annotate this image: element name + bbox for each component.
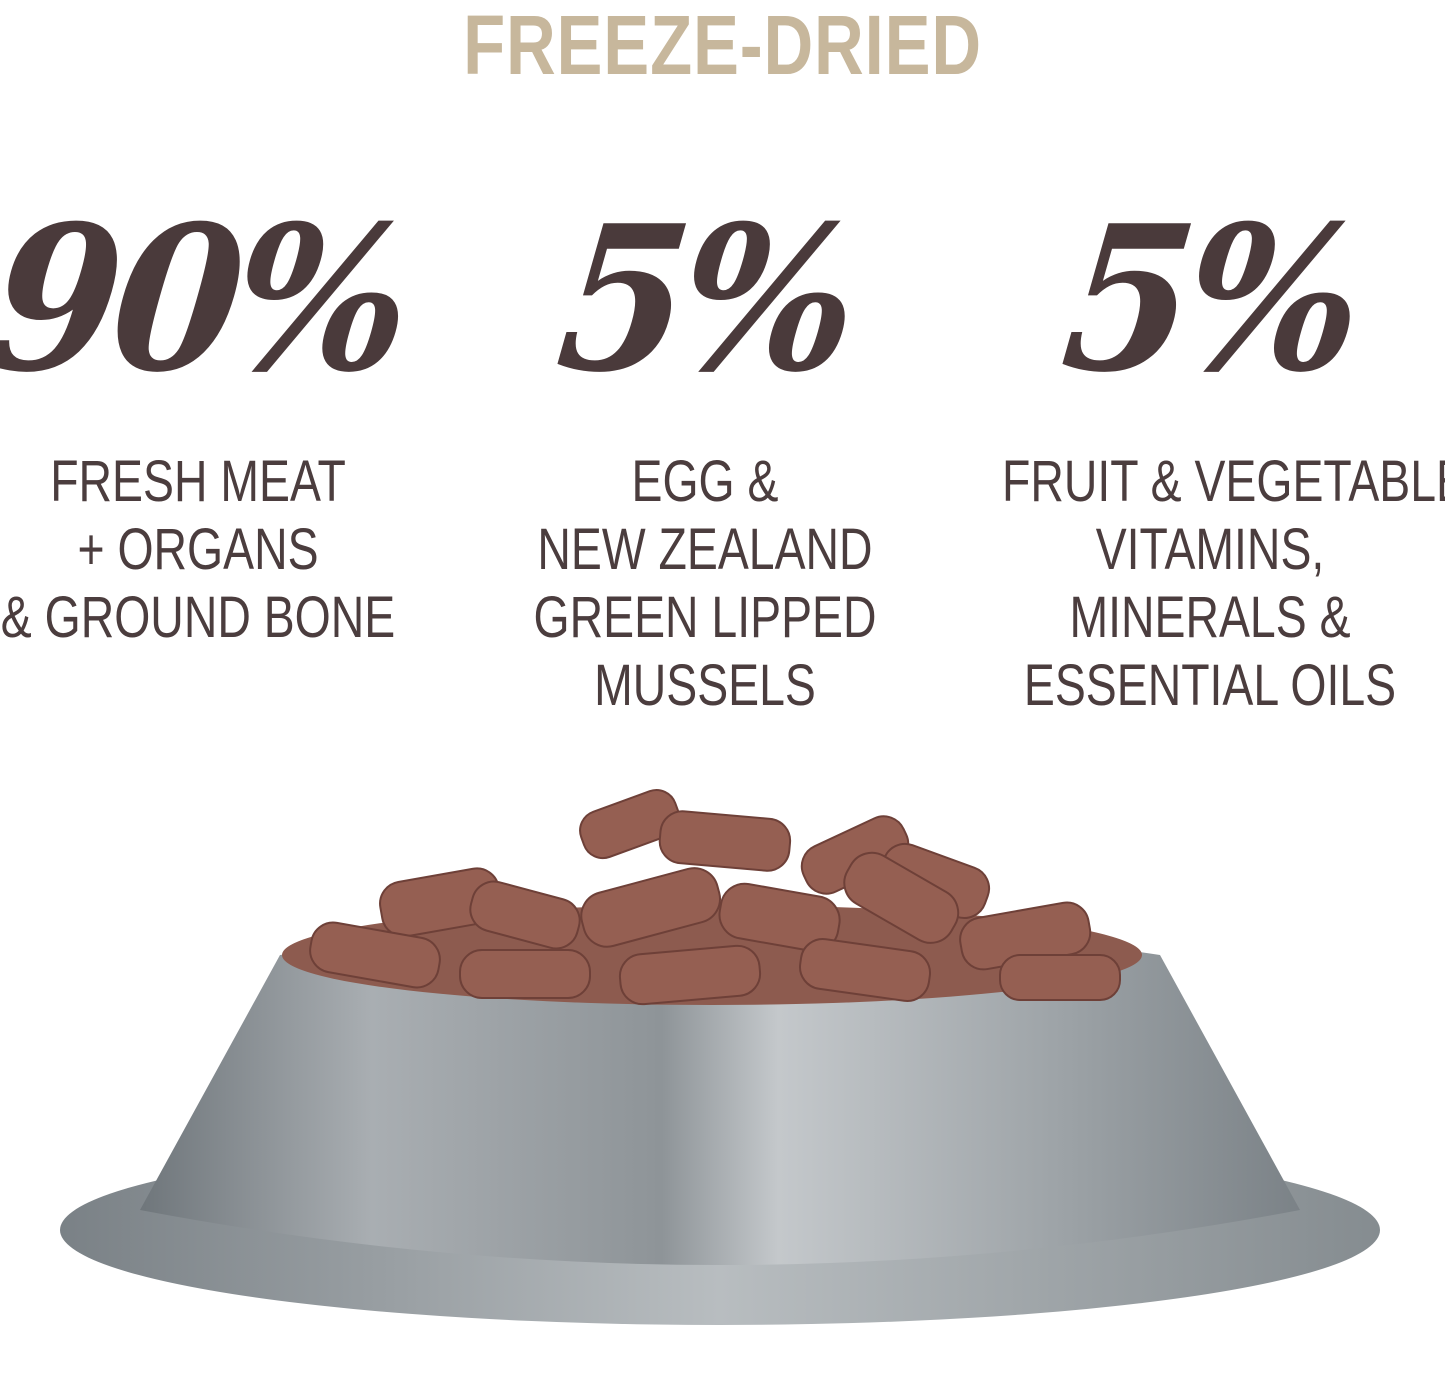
description: FRUIT & VEGETABLE, VITAMINS, MINERALS & … (1002, 448, 1445, 720)
description-line: GREEN LIPPED (533, 585, 877, 650)
description: FRESH MEAT + ORGANS & GROUND BONE (0, 448, 406, 652)
description-line: FRUIT & VEGETABLE, (1002, 449, 1445, 514)
description-line: VITAMINS, (1095, 517, 1325, 582)
description-line: MUSSELS (594, 653, 816, 718)
description-line: NEW ZEALAND (537, 517, 873, 582)
percent-value: 5% (1053, 182, 1367, 417)
bowl-body (140, 922, 1300, 1265)
description-line: EGG & (631, 449, 779, 514)
percent-value: 5% (548, 182, 862, 417)
steel-bowl-icon (60, 789, 1380, 1325)
description-line: + ORGANS (77, 517, 319, 582)
description-line: ESSENTIAL OILS (1023, 653, 1397, 718)
description-line: FRESH MEAT (50, 449, 346, 514)
description: EGG & NEW ZEALAND GREEN LIPPED MUSSELS (497, 448, 913, 720)
percent-value: 90% (0, 182, 415, 417)
page-title: FREEZE-DRIED (463, 0, 982, 92)
description-line: & GROUND BONE (0, 585, 396, 650)
description-line: MINERALS & (1069, 585, 1351, 650)
food-pieces (309, 789, 1121, 1006)
